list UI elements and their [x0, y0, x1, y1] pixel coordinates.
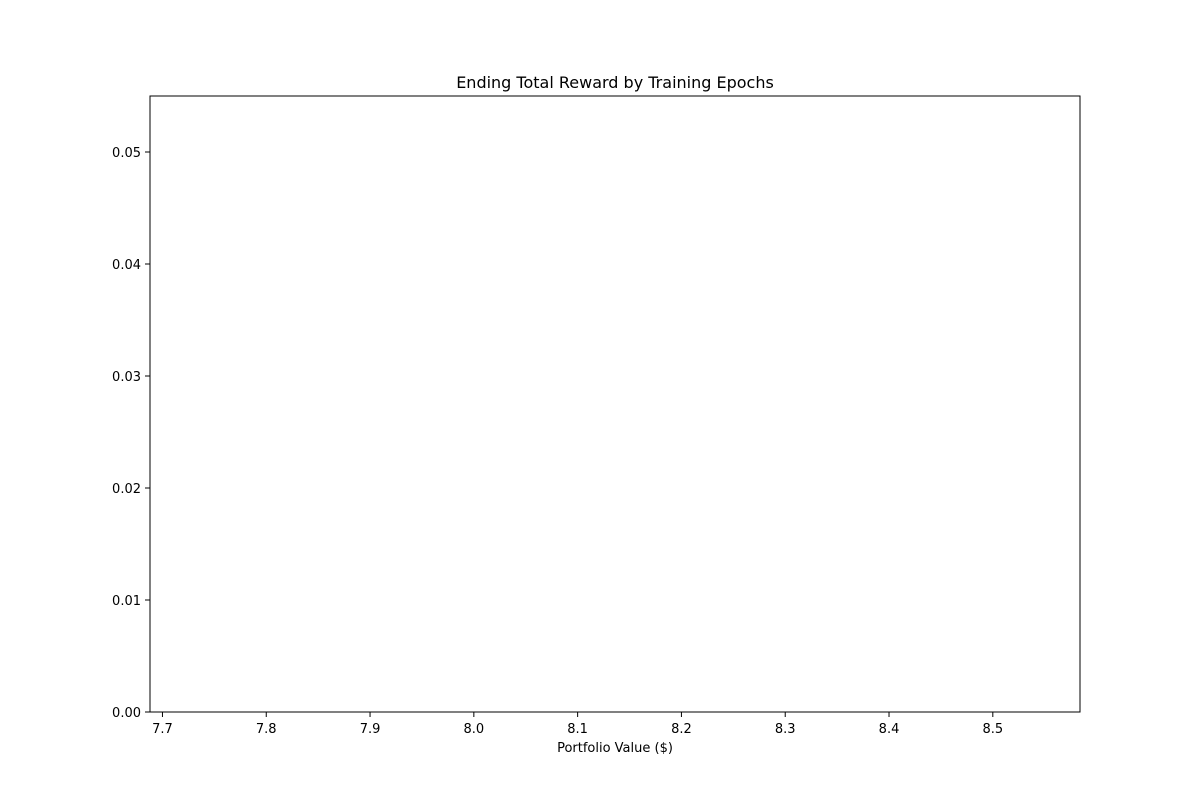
y-tick-label: 0.00	[112, 706, 141, 721]
x-tick-label: 7.7	[152, 722, 173, 737]
y-tick-label: 0.03	[112, 370, 141, 385]
x-tick-label: 7.9	[360, 722, 381, 737]
chart-title: Ending Total Reward by Training Epochs	[456, 73, 774, 92]
y-tick-label: 0.01	[112, 594, 141, 609]
x-tick-label: 8.4	[879, 722, 900, 737]
x-tick-label: 8.3	[775, 722, 796, 737]
x-axis-label: Portfolio Value ($)	[557, 741, 673, 756]
y-tick-label: 0.02	[112, 482, 141, 497]
plot-area	[149, 95, 1081, 713]
x-tick-label: 7.8	[256, 722, 277, 737]
y-tick-label: 0.04	[112, 258, 141, 273]
x-tick-label: 8.2	[671, 722, 692, 737]
x-tick-label: 8.5	[982, 722, 1003, 737]
x-tick-label: 8.1	[567, 722, 588, 737]
x-tick-label: 8.0	[463, 722, 484, 737]
y-axis: 0.00 0.01 0.02 0.03 0.04 0.05	[112, 146, 150, 721]
x-axis: 7.7 7.8 7.9 8.0 8.1 8.2 8.3 8.4 8.5	[152, 712, 1003, 737]
y-tick-label: 0.05	[112, 146, 141, 161]
axes-frame	[149, 95, 1081, 713]
